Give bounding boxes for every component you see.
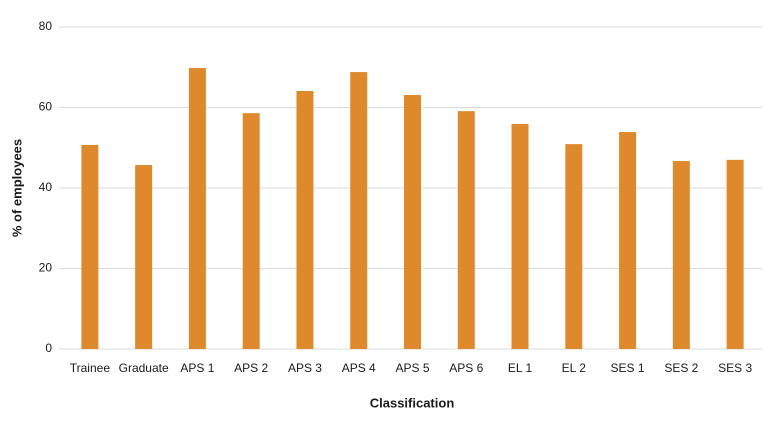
y-tick-label: 40 <box>39 180 53 194</box>
y-tick-label: 60 <box>39 100 53 114</box>
x-tick-label: EL 1 <box>508 361 533 375</box>
x-tick-label: Trainee <box>70 361 111 375</box>
bar <box>726 159 744 349</box>
bar <box>511 124 529 349</box>
bar <box>135 165 153 349</box>
bar <box>404 95 421 350</box>
bar <box>350 72 368 349</box>
y-tick-label: 80 <box>39 19 53 33</box>
bar <box>81 144 99 349</box>
x-axis-title: Classification <box>370 395 455 410</box>
bar <box>565 144 583 349</box>
bar <box>619 132 637 349</box>
x-tick-label: Graduate <box>119 361 169 375</box>
x-tick-label: EL 2 <box>562 361 587 375</box>
x-tick-label: APS 5 <box>395 361 429 375</box>
y-axis-title: % of employees <box>9 139 24 237</box>
bar <box>296 90 314 349</box>
y-tick-label: 0 <box>45 341 52 355</box>
bar <box>457 111 475 349</box>
bar <box>672 161 690 349</box>
x-tick-label: APS 4 <box>342 361 376 375</box>
x-tick-label: SES 1 <box>611 361 645 375</box>
x-tick-label: APS 2 <box>234 361 268 375</box>
bar <box>188 68 206 350</box>
x-tick-label: APS 3 <box>288 361 322 375</box>
x-tick-label: APS 6 <box>449 361 483 375</box>
x-tick-label: APS 1 <box>180 361 214 375</box>
x-tick-label: SES 2 <box>664 361 698 375</box>
x-tick-label: SES 3 <box>718 361 752 375</box>
bar <box>242 113 260 349</box>
y-tick-label: 20 <box>39 261 53 275</box>
